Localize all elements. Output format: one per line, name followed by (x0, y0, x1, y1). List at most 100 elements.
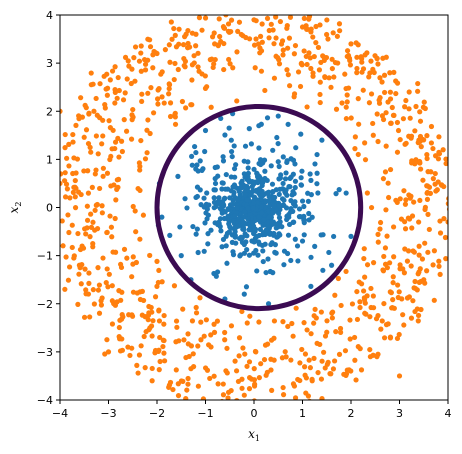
inner-cluster-point (236, 189, 243, 195)
outer-ring-point (77, 246, 84, 253)
outer-ring-point (193, 43, 199, 49)
outer-ring-point (138, 137, 144, 144)
outer-ring-point (136, 352, 143, 358)
outer-ring-point (364, 50, 370, 56)
outer-ring-point (138, 43, 144, 49)
outer-ring-point (215, 381, 221, 387)
inner-cluster-point (233, 240, 239, 246)
outer-ring-point (301, 364, 308, 370)
outer-ring-point (202, 365, 209, 371)
outer-ring-point (222, 337, 228, 343)
outer-ring-point (62, 131, 68, 138)
inner-cluster-point (329, 262, 335, 268)
inner-cluster-point (223, 171, 229, 178)
outer-ring-point (138, 343, 144, 349)
outer-ring-point (246, 359, 253, 365)
outer-ring-point (285, 72, 291, 78)
inner-cluster-point (279, 224, 285, 230)
inner-cluster-point (240, 219, 246, 225)
outer-ring-point (167, 113, 174, 120)
outer-ring-point (355, 151, 361, 158)
outer-ring-point (130, 106, 136, 113)
outer-ring-point (116, 154, 122, 160)
inner-cluster-point (348, 233, 354, 239)
outer-ring-point (141, 56, 148, 63)
x-tick-label: 2 (348, 407, 355, 420)
inner-cluster-point (248, 141, 254, 147)
outer-ring-point (424, 152, 430, 158)
y-tick-label: 2 (46, 105, 53, 118)
outer-ring-point (129, 66, 135, 72)
outer-ring-point (191, 53, 197, 59)
outer-ring-point (404, 258, 411, 264)
outer-ring-point (234, 98, 240, 104)
outer-ring-point (375, 61, 381, 67)
inner-cluster-point (298, 182, 304, 188)
outer-ring-point (104, 170, 111, 176)
outer-ring-point (98, 298, 104, 304)
outer-ring-point (233, 368, 240, 374)
inner-cluster-point (222, 209, 228, 215)
outer-ring-point (92, 207, 98, 213)
outer-ring-point (132, 44, 139, 50)
outer-ring-point (132, 78, 138, 84)
outer-ring-point (83, 127, 90, 133)
inner-cluster-point (260, 178, 266, 184)
outer-ring-point (273, 35, 279, 41)
outer-ring-point (185, 381, 191, 387)
outer-ring-point (366, 74, 372, 80)
outer-ring-point (415, 88, 421, 94)
outer-ring-point (368, 285, 374, 292)
outer-ring-point (347, 62, 354, 68)
outer-ring-point (168, 19, 174, 25)
outer-ring-point (387, 166, 394, 173)
outer-ring-point (128, 136, 135, 142)
outer-ring-point (141, 297, 147, 304)
inner-cluster-point (205, 231, 211, 237)
inner-cluster-point (215, 221, 221, 228)
inner-cluster-point (299, 198, 306, 204)
outer-ring-point (275, 55, 281, 61)
outer-ring-point (390, 274, 396, 280)
outer-ring-point (109, 283, 115, 289)
outer-ring-point (393, 90, 399, 97)
inner-cluster-point (287, 184, 293, 190)
outer-ring-point (374, 111, 380, 117)
outer-ring-point (389, 104, 395, 111)
inner-cluster-point (222, 186, 229, 192)
outer-ring-point (140, 212, 146, 218)
outer-ring-point (303, 53, 309, 60)
outer-ring-point (106, 118, 112, 124)
outer-ring-point (79, 262, 85, 268)
outer-ring-point (65, 212, 71, 218)
outer-ring-point (347, 57, 353, 64)
outer-ring-point (387, 89, 393, 95)
outer-ring-point (66, 229, 72, 236)
inner-cluster-point (215, 173, 221, 179)
outer-ring-point (354, 65, 360, 72)
outer-ring-point (211, 329, 218, 335)
outer-ring-point (324, 17, 330, 23)
inner-cluster-point (298, 131, 304, 137)
outer-ring-point (166, 91, 172, 97)
outer-ring-point (420, 177, 426, 183)
inner-cluster-point (237, 253, 243, 259)
outer-ring-point (224, 345, 230, 351)
outer-ring-point (81, 314, 88, 320)
outer-ring-point (62, 170, 68, 176)
inner-cluster-point (305, 190, 311, 196)
outer-ring-point (433, 188, 439, 194)
inner-cluster-point (245, 205, 251, 211)
outer-ring-point (337, 325, 344, 332)
outer-ring-point (269, 387, 275, 393)
inner-cluster-point (333, 191, 339, 197)
inner-cluster-point (276, 191, 282, 197)
y-tick-label: 4 (46, 9, 53, 22)
outer-ring-point (403, 97, 409, 104)
outer-ring-point (172, 121, 179, 127)
outer-ring-point (235, 28, 241, 34)
outer-ring-point (189, 30, 196, 36)
outer-ring-point (232, 1, 237, 6)
outer-ring-point (309, 376, 315, 382)
outer-ring-point (415, 271, 421, 277)
